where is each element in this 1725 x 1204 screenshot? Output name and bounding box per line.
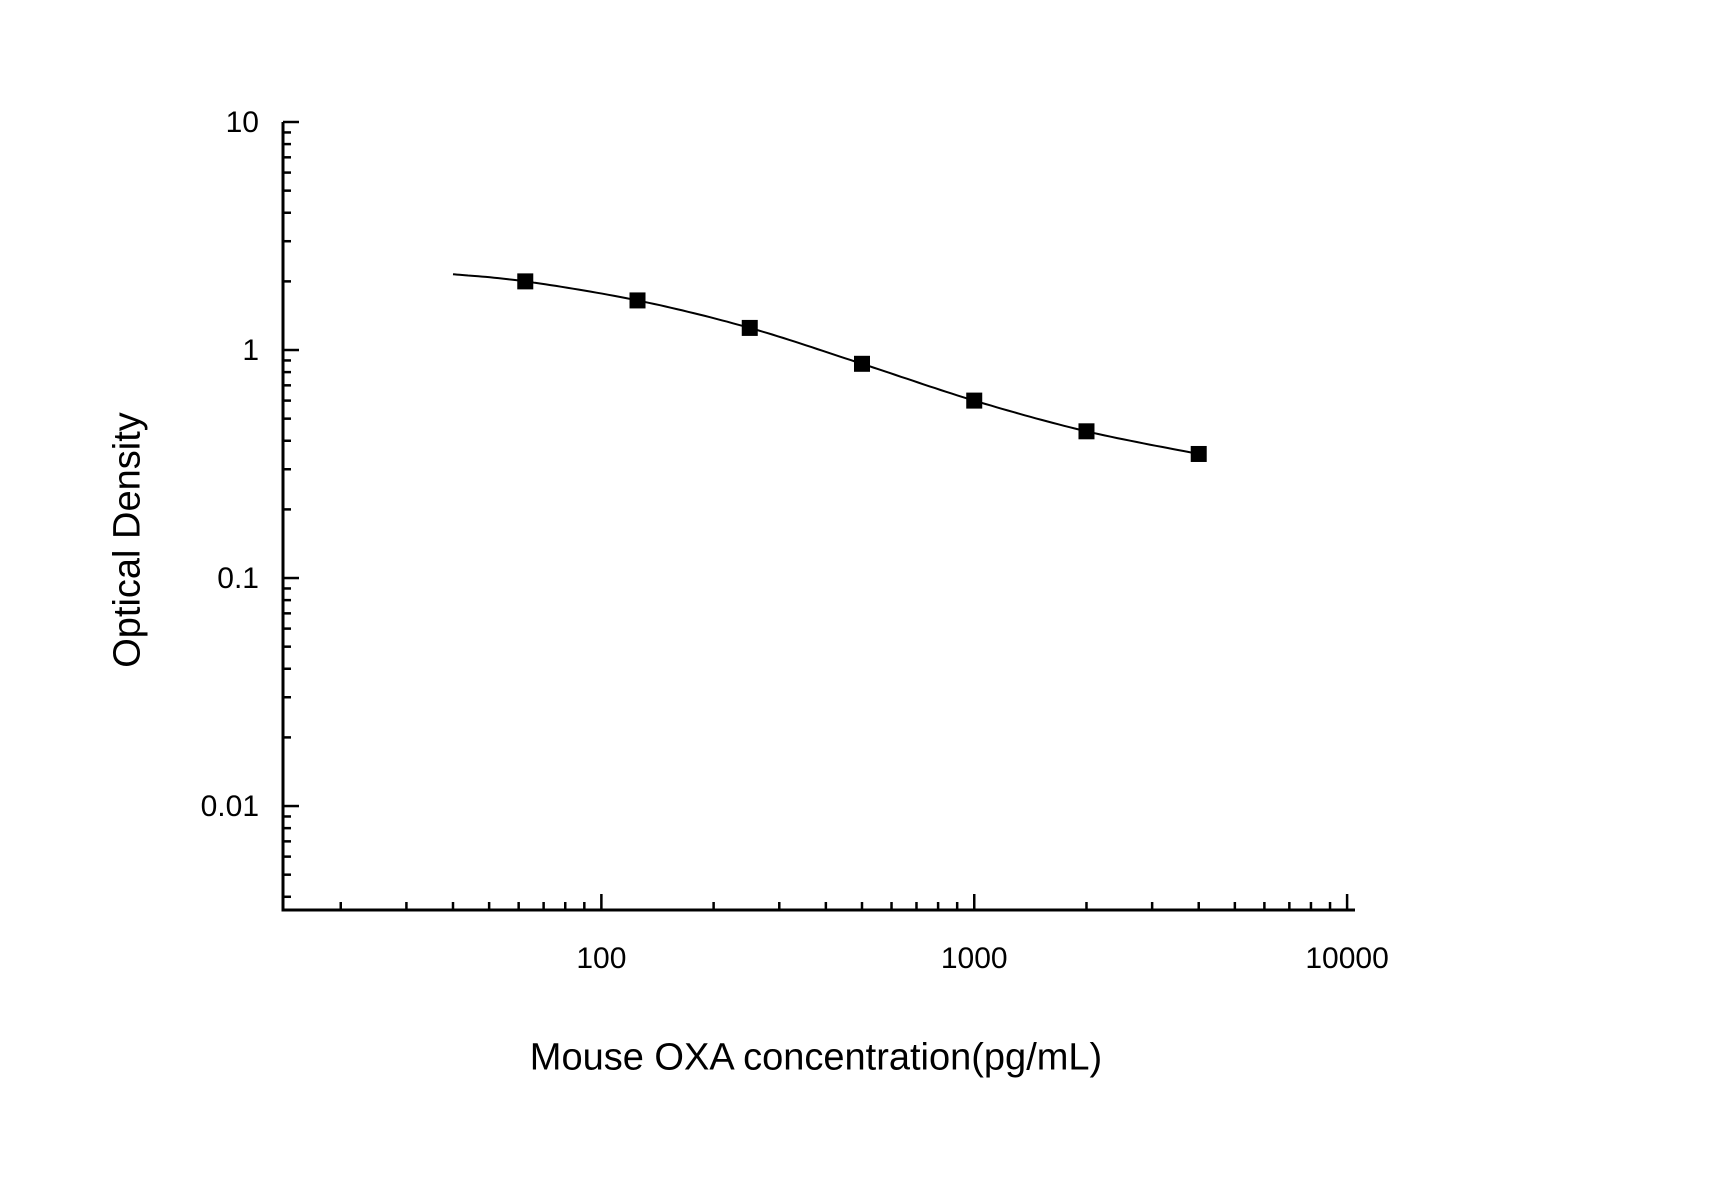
- data-point-marker: [741, 319, 758, 336]
- y-tick-label: 0.01: [201, 790, 259, 823]
- x-tick-label: 100: [576, 942, 626, 975]
- y-axis-title: Optical Density: [106, 412, 149, 668]
- y-tick-label: 10: [226, 106, 259, 139]
- data-point-marker: [629, 292, 646, 309]
- x-axis-title: Mouse OXA concentration(pg/mL): [529, 1036, 1103, 1079]
- x-tick-label: 1000: [941, 942, 1008, 975]
- axis-frame: [281, 122, 1355, 912]
- data-point-marker: [1190, 445, 1207, 462]
- data-point-marker: [517, 273, 534, 290]
- data-point-marker: [853, 355, 870, 372]
- curve-line: [452, 273, 1199, 455]
- y-tick-label: 0.1: [217, 562, 259, 595]
- data-point-marker: [1078, 423, 1095, 440]
- data-point-marker: [966, 392, 983, 409]
- x-tick-label: 10000: [1305, 942, 1388, 975]
- y-tick-label: 1: [242, 334, 259, 367]
